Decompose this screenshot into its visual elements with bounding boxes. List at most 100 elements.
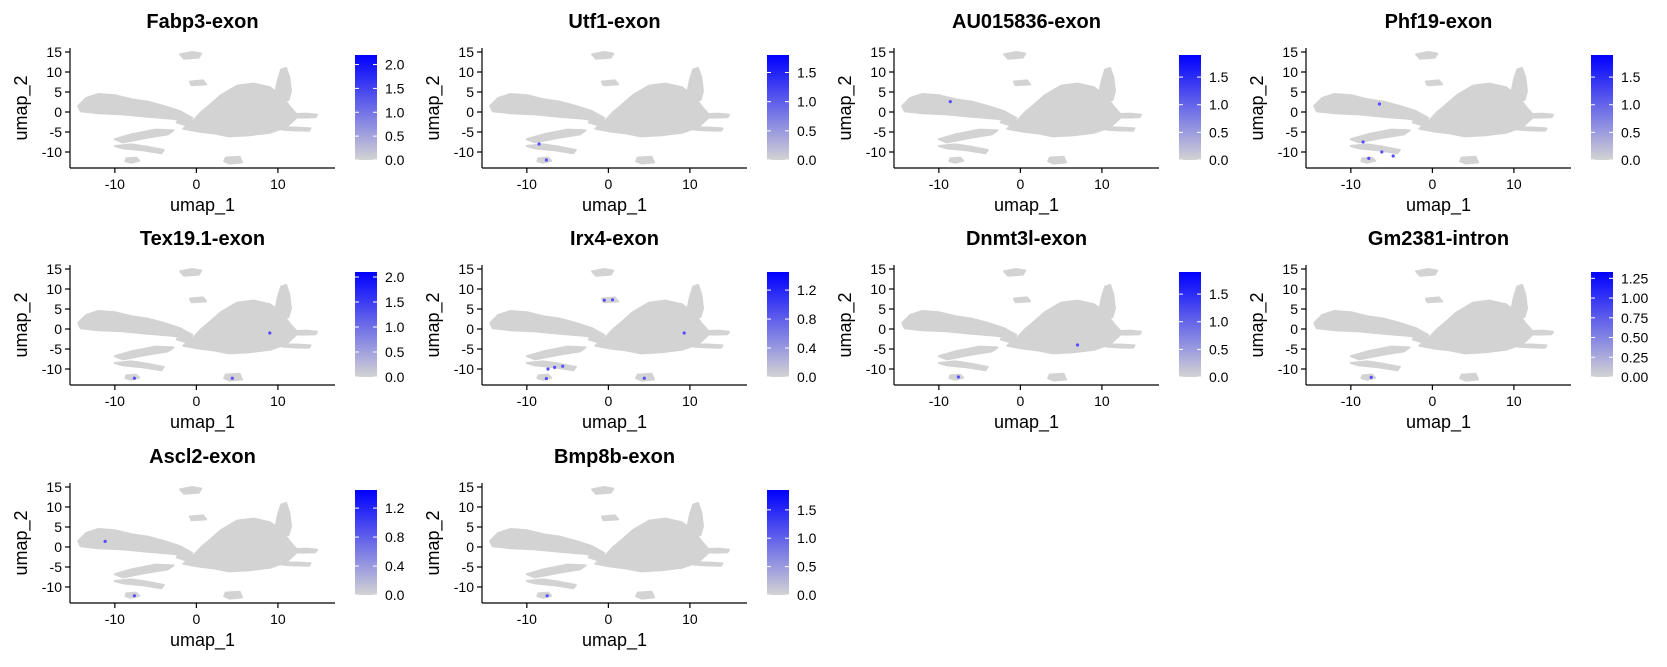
colorbar-tick-label: 0.8 (797, 311, 817, 327)
cell-cluster (175, 334, 214, 348)
x-tick-label: 0 (1016, 176, 1024, 192)
x-tick-label: 10 (1506, 176, 1522, 192)
cell-cluster (587, 552, 626, 566)
panel-title: Irx4-exon (570, 228, 659, 250)
y-tick-label: 15 (458, 44, 474, 60)
expressing-cell-point (1361, 140, 1365, 144)
cell-cluster (1459, 155, 1479, 165)
colorbar-tick-label: 0.4 (797, 340, 817, 356)
y-tick-label: 5 (466, 84, 474, 100)
y-tick-label: -10 (454, 361, 474, 377)
y-axis-title: umap_2 (423, 292, 444, 357)
x-tick-label: 10 (1506, 393, 1522, 409)
colorbar-tick-label: 1.5 (1209, 286, 1229, 302)
y-tick-label: 15 (46, 261, 62, 277)
x-tick-label: 0 (604, 611, 612, 627)
cell-cluster (1360, 156, 1377, 164)
cell-cluster (693, 126, 724, 132)
y-tick-label: 5 (54, 84, 62, 100)
colorbar-tick-label: 1.5 (385, 80, 405, 96)
cell-cluster (1415, 268, 1439, 277)
colorbar-tick-label: 0.5 (385, 128, 405, 144)
cell-cluster (685, 284, 704, 318)
feature-panel: Utf1-exon 15 10 5 0 -5 -10 -10 0 10 umap_1 umap_2 0.… (423, 11, 817, 216)
x-axis-title: umap_1 (582, 195, 647, 216)
y-tick-label: 10 (870, 281, 886, 297)
cell-cluster (1012, 79, 1032, 87)
expressing-cell-point (610, 298, 615, 302)
cell-cluster (635, 155, 655, 165)
x-tick-label: 10 (682, 176, 698, 192)
cell-cluster (1418, 299, 1536, 355)
expressing-cell-point (537, 142, 541, 146)
x-tick-label: 10 (270, 393, 286, 409)
y-tick-label: 0 (1290, 104, 1298, 120)
expressing-cell-point (1075, 343, 1080, 347)
panel-title: Dnmt3l-exon (966, 228, 1087, 250)
colorbar-tick-label: 1.5 (1209, 69, 1229, 85)
panel-title: Tex19.1-exon (140, 228, 265, 250)
colorbar (1591, 55, 1613, 160)
colorbar-tick-label: 0.5 (1621, 124, 1641, 140)
x-tick-label: 0 (604, 176, 612, 192)
cell-cluster (600, 514, 620, 522)
cell-cluster (1097, 67, 1116, 101)
cell-cluster (1349, 360, 1401, 372)
cell-cluster (77, 310, 194, 340)
cell-cluster (489, 93, 606, 123)
x-tick-label: 10 (1094, 393, 1110, 409)
cell-cluster (113, 143, 165, 155)
y-tick-label: 15 (870, 44, 886, 60)
colorbar-tick-label: 0.00 (1621, 369, 1648, 385)
x-tick-label: -10 (1341, 393, 1361, 409)
y-tick-label: 15 (1282, 261, 1298, 277)
y-tick-label: 0 (54, 104, 62, 120)
cell-cluster (273, 284, 292, 318)
cell-cluster (1415, 51, 1439, 60)
cell-cluster (489, 528, 606, 558)
x-axis-title: umap_1 (170, 195, 235, 216)
y-tick-label: 0 (466, 539, 474, 555)
cell-cluster (182, 517, 300, 573)
cell-cluster (1313, 93, 1430, 123)
y-tick-label: 15 (870, 261, 886, 277)
x-tick-label: 0 (1428, 176, 1436, 192)
cell-cluster (525, 360, 577, 372)
cell-cluster (1418, 82, 1536, 138)
expressing-cell-point (553, 365, 557, 369)
x-tick-label: 0 (604, 393, 612, 409)
y-tick-label: -5 (1286, 341, 1299, 357)
x-tick-label: 10 (682, 393, 698, 409)
expressing-cell-point (132, 376, 136, 380)
cell-cluster (901, 93, 1018, 123)
expressing-cell-point (682, 331, 686, 335)
cell-cluster (525, 345, 587, 361)
y-tick-label: 10 (870, 64, 886, 80)
cell-cluster (594, 299, 712, 355)
cell-cluster (1517, 126, 1548, 132)
cell-cluster (77, 528, 194, 558)
colorbar-tick-label: 2.0 (385, 57, 405, 73)
cell-cluster (175, 117, 214, 131)
cell-cluster (635, 590, 655, 600)
colorbar-tick-label: 2.0 (385, 269, 405, 285)
cell-cluster (1097, 284, 1116, 318)
colorbar (1591, 272, 1613, 377)
cell-cluster (124, 156, 141, 164)
y-tick-label: -5 (1286, 124, 1299, 140)
feature-panel: Ascl2-exon 15 10 5 0 -5 -10 -10 0 10 umap_1 umap_2 0… (11, 446, 405, 651)
cell-cluster (1411, 117, 1450, 131)
colorbar-tick-label: 1.2 (797, 282, 817, 298)
cell-cluster (701, 329, 731, 336)
cell-cluster (281, 343, 312, 349)
cell-cluster (179, 268, 203, 277)
y-tick-label: 10 (458, 499, 474, 515)
cell-cluster (937, 345, 999, 361)
colorbar-tick-label: 0.0 (797, 369, 817, 385)
y-tick-label: 0 (54, 539, 62, 555)
y-tick-label: 0 (1290, 321, 1298, 337)
colorbar (767, 272, 789, 377)
cell-cluster (1349, 128, 1411, 144)
cell-cluster (999, 117, 1038, 131)
